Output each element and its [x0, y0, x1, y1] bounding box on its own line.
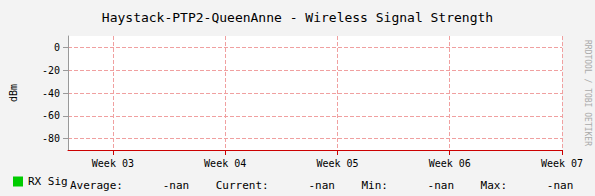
svg-text:-60: -60 [42, 110, 60, 121]
svg-text:Week 03: Week 03 [92, 158, 134, 169]
svg-text:Week 07: Week 07 [541, 158, 583, 169]
svg-text:-40: -40 [42, 88, 60, 99]
svg-text:Week 04: Week 04 [204, 158, 246, 169]
svg-text:Haystack-PTP2-QueenAnne - Wire: Haystack-PTP2-QueenAnne - Wireless Signa… [102, 10, 493, 25]
svg-text:Week 06: Week 06 [429, 158, 471, 169]
svg-text:dBm: dBm [8, 84, 19, 102]
svg-text:RX Sig: RX Sig [28, 175, 68, 188]
svg-text:-80: -80 [42, 133, 60, 144]
svg-text:-20: -20 [42, 65, 60, 76]
svg-text:Average: -nan Current:: Average: -nan Current: -nan Min: -nan Ma… [70, 179, 573, 192]
svg-text:Week 05: Week 05 [316, 158, 358, 169]
svg-text:0: 0 [54, 42, 60, 53]
svg-text:RRDTOOL / TOBI OETIKER: RRDTOOL / TOBI OETIKER [583, 40, 592, 146]
